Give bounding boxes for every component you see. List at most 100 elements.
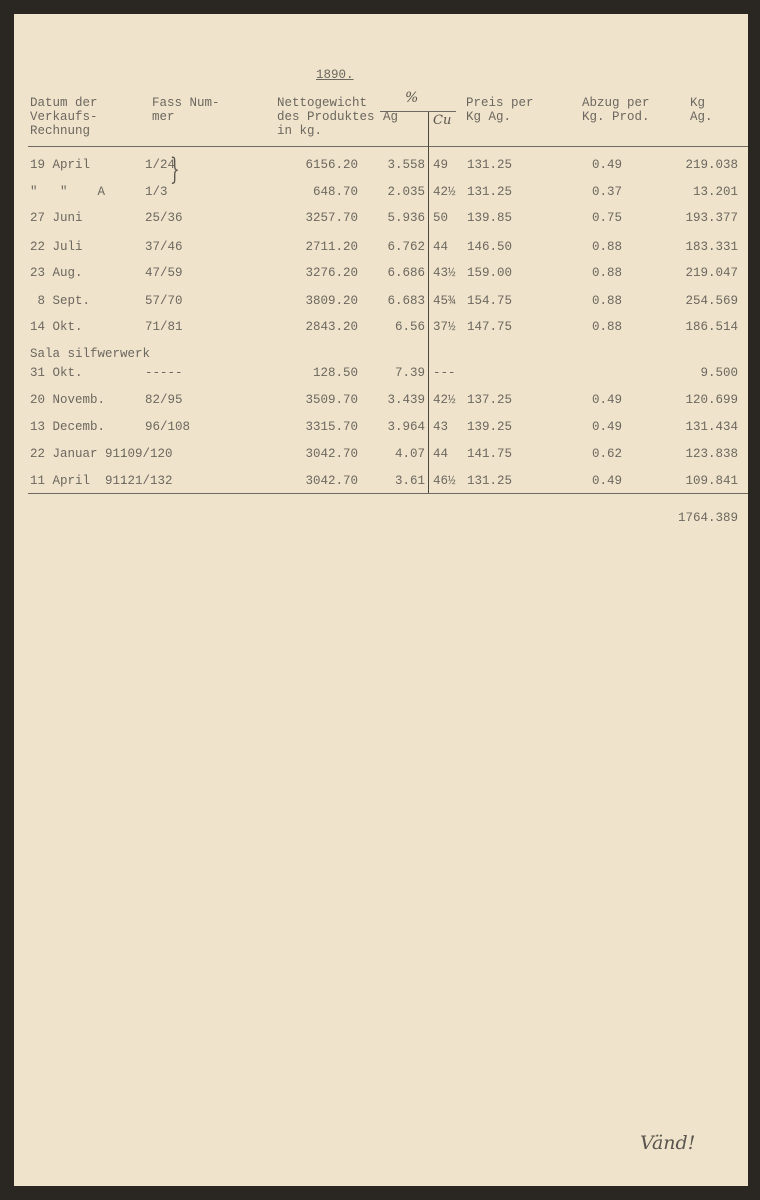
abzug-cell: 0.88 [591, 240, 622, 254]
ag-cell: 3.61 [394, 474, 425, 488]
header-fass-1: Fass Num- [152, 96, 220, 110]
header-preis-1: Preis per [466, 96, 534, 110]
header-netto-2: des Produktes [277, 110, 375, 124]
netto-cell: 3042.70 [305, 447, 358, 461]
cu-cell: 45¾ [433, 294, 456, 308]
fass-cell: 1/24 [145, 158, 176, 172]
cu-cell: 49 [433, 158, 449, 172]
ag-cell: 3.558 [387, 158, 425, 172]
ag-cu-divider [428, 112, 429, 494]
cu-cell: 37½ [433, 320, 456, 334]
cu-cell: 43 [433, 420, 449, 434]
abzug-cell: 0.62 [591, 447, 622, 461]
ag-cell: 6.683 [387, 294, 425, 308]
netto-cell: 3509.70 [305, 393, 358, 407]
abzug-cell: 0.49 [591, 420, 622, 434]
date-cell: 11 April 91. [30, 474, 128, 488]
ag-cell: 6.762 [387, 240, 425, 254]
table-bottom-rule [28, 493, 748, 494]
preis-cell: 137.25 [467, 393, 513, 407]
preis-cell: 147.75 [467, 320, 513, 334]
header-kg-1: Kg [690, 96, 706, 110]
netto-cell: 3042.70 [305, 474, 358, 488]
total-kg-ag: 1764.389 [677, 511, 738, 525]
abzug-cell: 0.49 [591, 158, 622, 172]
kg-cell: 131.434 [685, 420, 738, 434]
percent-bracket-line [380, 111, 456, 112]
kg-cell: 186.514 [685, 320, 738, 334]
year-heading: 1890. [316, 68, 354, 82]
sala-label: Sala silfwerwerk [30, 347, 151, 361]
header-fass-2: mer [152, 110, 175, 124]
preis-cell: 141.75 [467, 447, 513, 461]
header-datum-2: Verkaufs- [30, 110, 98, 124]
fass-cell: 37/46 [145, 240, 183, 254]
cu-cell: 44 [433, 447, 449, 461]
abzug-cell: 0.88 [591, 266, 622, 280]
cu-cell: 50 [433, 211, 449, 225]
fass-cell: 71/81 [145, 320, 183, 334]
kg-cell: 13.201 [692, 185, 738, 199]
ag-cell: 2.035 [387, 185, 425, 199]
date-cell: 27 Juni [30, 211, 83, 225]
fass-cell: ----- [145, 366, 183, 380]
preis-cell: 139.85 [467, 211, 513, 225]
header-abzug-2: Kg. Prod. [582, 110, 650, 124]
netto-cell: 3809.20 [305, 294, 358, 308]
abzug-cell: 0.49 [591, 393, 622, 407]
netto-cell: 6156.20 [305, 158, 358, 172]
ag-cell: 6.56 [394, 320, 425, 334]
cu-cell: 46½ [433, 474, 456, 488]
netto-cell: 2711.20 [305, 240, 358, 254]
ag-cell: 4.07 [394, 447, 425, 461]
abzug-cell: 0.37 [591, 185, 622, 199]
fass-cell: 57/70 [145, 294, 183, 308]
ag-cell: 3.964 [387, 420, 425, 434]
fass-cell: 47/59 [145, 266, 183, 280]
cu-cell: 42½ [433, 393, 456, 407]
netto-cell: 3257.70 [305, 211, 358, 225]
abzug-cell: 0.49 [591, 474, 622, 488]
date-cell: 19 April [30, 158, 91, 172]
header-preis-2: Kg Ag. [466, 110, 512, 124]
header-percent: % [405, 90, 419, 106]
kg-cell: 9.500 [700, 366, 738, 380]
date-cell: 22 Januar 91. [30, 447, 128, 461]
kg-cell: 109.841 [685, 474, 738, 488]
abzug-cell: 0.75 [591, 211, 622, 225]
preis-cell: 154.75 [467, 294, 513, 308]
netto-cell: 3315.70 [305, 420, 358, 434]
date-cell: 23 Aug. [30, 266, 83, 280]
header-abzug-1: Abzug per [582, 96, 650, 110]
date-cell: 31 Okt. [30, 366, 83, 380]
preis-cell: 131.25 [467, 185, 513, 199]
preis-cell: 139.25 [467, 420, 513, 434]
kg-cell: 120.699 [685, 393, 738, 407]
header-netto-3: in kg. [277, 124, 323, 138]
kg-cell: 219.047 [685, 266, 738, 280]
kg-cell: 254.569 [685, 294, 738, 308]
document-page [14, 14, 748, 1186]
preis-cell: 159.00 [467, 266, 513, 280]
header-rule [28, 146, 748, 147]
date-cell: " " A [30, 185, 106, 199]
preis-cell: 131.25 [467, 474, 513, 488]
handwritten-note: Vänd! [640, 1132, 696, 1154]
brace-mark: } [170, 152, 180, 187]
cu-cell: 43½ [433, 266, 456, 280]
abzug-cell: 0.88 [591, 320, 622, 334]
header-datum-1: Datum der [30, 96, 98, 110]
preis-cell: 146.50 [467, 240, 513, 254]
netto-cell: 128.50 [312, 366, 358, 380]
date-cell: 14 Okt. [30, 320, 83, 334]
cu-cell: 42½ [433, 185, 456, 199]
ag-cell: 7.39 [394, 366, 425, 380]
date-cell: 20 Novemb. [30, 393, 106, 407]
header-kg-2: Ag. [690, 110, 713, 124]
kg-cell: 219.038 [685, 158, 738, 172]
netto-cell: 2843.20 [305, 320, 358, 334]
ag-cell: 3.439 [387, 393, 425, 407]
preis-cell: 131.25 [467, 158, 513, 172]
header-ag: Ag [383, 110, 399, 124]
kg-cell: 183.331 [685, 240, 738, 254]
